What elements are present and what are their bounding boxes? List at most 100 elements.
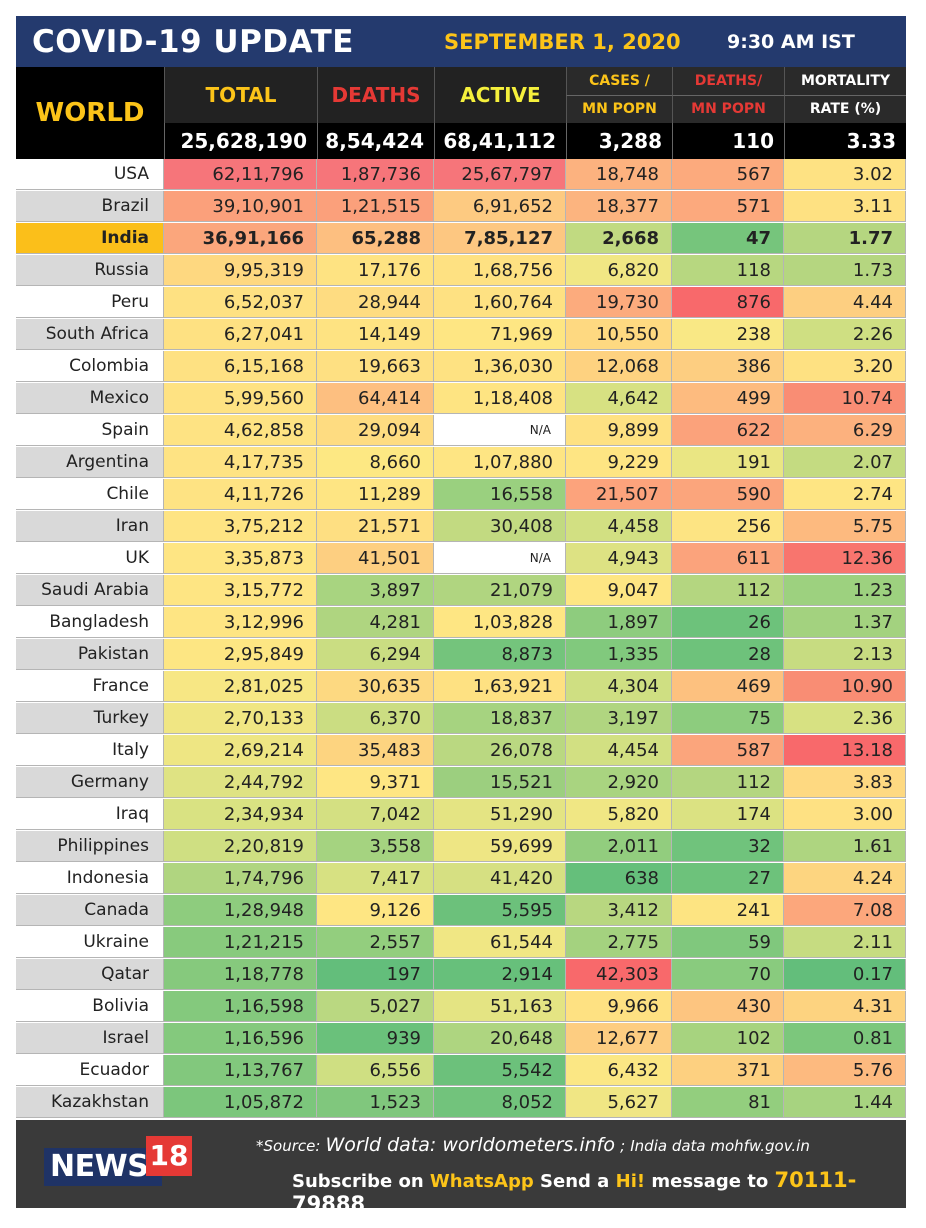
country-name: Bolivia <box>16 991 164 1022</box>
cell-deaths-mn: 256 <box>672 511 784 542</box>
cell-mortality: 7.08 <box>784 895 906 926</box>
source-prefix: *Source: <box>256 1137 321 1155</box>
cell-total: 9,95,319 <box>164 255 317 286</box>
col-active: ACTIVE <box>434 67 566 123</box>
cell-deaths-mn: 191 <box>672 447 784 478</box>
cell-deaths: 3,897 <box>317 575 434 606</box>
col-total: TOTAL <box>164 67 317 123</box>
col-cases-mn-line2: MN POPN <box>566 95 672 123</box>
cell-total: 3,75,212 <box>164 511 317 542</box>
cell-deaths: 14,149 <box>317 319 434 350</box>
cell-active: 30,408 <box>434 511 566 542</box>
country-name: Ecuador <box>16 1055 164 1086</box>
cell-total: 3,12,996 <box>164 607 317 638</box>
col-mortality-line1: MORTALITY <box>784 67 906 95</box>
country-name: Qatar <box>16 959 164 990</box>
table-row: Germany 2,44,792 9,371 15,521 2,920 112 3.83 <box>16 767 906 799</box>
logo-news-text: NEWS <box>44 1148 162 1186</box>
cell-deaths: 41,501 <box>317 543 434 574</box>
cell-mortality: 0.81 <box>784 1023 906 1054</box>
cell-active: 15,521 <box>434 767 566 798</box>
cell-active: 71,969 <box>434 319 566 350</box>
cell-active: N/A <box>434 415 566 446</box>
cell-total: 4,11,726 <box>164 479 317 510</box>
cell-deaths-mn: 47 <box>672 223 784 254</box>
source-india: India data mohfw.gov.in <box>630 1137 810 1155</box>
cell-cases-mn: 6,432 <box>566 1055 672 1086</box>
cell-total: 2,20,819 <box>164 831 317 862</box>
col-deaths-mn-line2: MN POPN <box>672 95 784 123</box>
country-name: Spain <box>16 415 164 446</box>
table-row: Bolivia 1,16,598 5,027 51,163 9,966 430 4.31 <box>16 991 906 1023</box>
world-deaths-mn: 110 <box>672 123 784 159</box>
table-row: Russia 9,95,319 17,176 1,68,756 6,820 118 1.73 <box>16 255 906 287</box>
cell-cases-mn: 4,454 <box>566 735 672 766</box>
cell-deaths: 1,523 <box>317 1087 434 1118</box>
table-row: Ecuador 1,13,767 6,556 5,542 6,432 371 5.76 <box>16 1055 906 1087</box>
cell-deaths-mn: 26 <box>672 607 784 638</box>
cell-deaths: 9,126 <box>317 895 434 926</box>
cell-mortality: 4.24 <box>784 863 906 894</box>
cell-mortality: 1.61 <box>784 831 906 862</box>
cell-active: 51,290 <box>434 799 566 830</box>
cell-deaths-mn: 622 <box>672 415 784 446</box>
news18-logo: NEWS 18 <box>44 1136 192 1190</box>
cell-total: 2,70,133 <box>164 703 317 734</box>
cell-cases-mn: 9,047 <box>566 575 672 606</box>
footer: NEWS 18 *Source: World data: worldometer… <box>16 1120 906 1216</box>
country-name: Germany <box>16 767 164 798</box>
country-name: Ukraine <box>16 927 164 958</box>
source-line: *Source: World data: worldometers.info ;… <box>256 1134 810 1156</box>
subscribe-text-1: Subscribe on <box>292 1171 424 1192</box>
country-name: UK <box>16 543 164 574</box>
whatsapp-label: WhatsApp <box>429 1171 534 1192</box>
cell-mortality: 2.74 <box>784 479 906 510</box>
country-name: South Africa <box>16 319 164 350</box>
country-name: Indonesia <box>16 863 164 894</box>
cell-active: 51,163 <box>434 991 566 1022</box>
cell-active: 2,914 <box>434 959 566 990</box>
cell-mortality: 1.44 <box>784 1087 906 1118</box>
cell-deaths-mn: 567 <box>672 159 784 190</box>
cell-deaths-mn: 430 <box>672 991 784 1022</box>
country-name: Mexico <box>16 383 164 414</box>
cell-active: 1,36,030 <box>434 351 566 382</box>
cell-deaths-mn: 241 <box>672 895 784 926</box>
cell-deaths-mn: 112 <box>672 575 784 606</box>
cell-cases-mn: 5,627 <box>566 1087 672 1118</box>
cell-cases-mn: 21,507 <box>566 479 672 510</box>
table-row: Colombia 6,15,168 19,663 1,36,030 12,068 386 3… <box>16 351 906 383</box>
cell-mortality: 1.23 <box>784 575 906 606</box>
table-row: Kazakhstan 1,05,872 1,523 8,052 5,627 81 1.44 <box>16 1087 906 1119</box>
cell-active: 1,18,408 <box>434 383 566 414</box>
cell-total: 2,95,849 <box>164 639 317 670</box>
cell-deaths: 7,042 <box>317 799 434 830</box>
cell-cases-mn: 638 <box>566 863 672 894</box>
cell-mortality: 6.29 <box>784 415 906 446</box>
country-name: Peru <box>16 287 164 318</box>
cell-total: 1,21,215 <box>164 927 317 958</box>
cell-active: 6,91,652 <box>434 191 566 222</box>
cell-deaths: 6,556 <box>317 1055 434 1086</box>
cell-total: 6,27,041 <box>164 319 317 350</box>
cell-deaths: 35,483 <box>317 735 434 766</box>
table-row: Brazil 39,10,901 1,21,515 6,91,652 18,377 571… <box>16 191 906 223</box>
cell-total: 1,16,596 <box>164 1023 317 1054</box>
cell-total: 2,69,214 <box>164 735 317 766</box>
cell-deaths-mn: 59 <box>672 927 784 958</box>
world-deaths: 8,54,424 <box>317 123 434 159</box>
cell-active: 20,648 <box>434 1023 566 1054</box>
cell-active: 1,03,828 <box>434 607 566 638</box>
country-name: Kazakhstan <box>16 1087 164 1118</box>
cell-total: 6,52,037 <box>164 287 317 318</box>
hi-label: Hi! <box>615 1171 646 1192</box>
cell-deaths: 1,87,736 <box>317 159 434 190</box>
source-world: World data: worldometers.info <box>325 1134 616 1156</box>
table-row: Turkey 2,70,133 6,370 18,837 3,197 75 2.36 <box>16 703 906 735</box>
report-date: SEPTEMBER 1, 2020 <box>444 30 681 54</box>
table-row: Argentina 4,17,735 8,660 1,07,880 9,229 191 2.… <box>16 447 906 479</box>
cell-mortality: 10.74 <box>784 383 906 414</box>
cell-total: 36,91,166 <box>164 223 317 254</box>
cell-total: 2,44,792 <box>164 767 317 798</box>
table-row: Indonesia 1,74,796 7,417 41,420 638 27 4.24 <box>16 863 906 895</box>
